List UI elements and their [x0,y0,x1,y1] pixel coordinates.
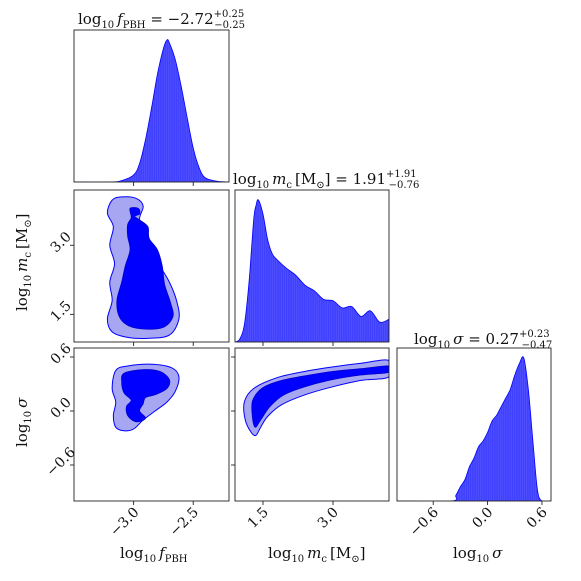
contour-95-mc-sigma [243,359,389,437]
ylabel-mc: log10mc[M⊙] [13,214,34,311]
panel-fpbh-vs-mc [73,189,230,343]
panel-frame-mc [234,189,390,343]
x-fpbh-ticklabel: −2.5 [167,505,202,540]
panel-frame-fpbh [73,29,230,183]
panel-fpbh-vs-sigma [73,347,230,502]
contour-68-fpbh-mc [116,207,174,330]
xlabel-fpbh: log10 fPBH [120,544,188,565]
panel-frame-mc-sigma [234,347,390,502]
title-mc: log10 mc [M⊙] = 1.91+1.91 −0.76 [233,169,419,191]
title-fpbh: log10 fPBH = −2.72+0.25 −0.25 [78,9,245,31]
y-sigma-ticklabel: 0.6 [48,341,75,368]
marginal-line-fpbh [74,39,229,182]
marginal-line-mc [235,199,389,342]
panel-mc-vs-sigma [234,347,390,502]
x-sigma-ticklabel: 0.6 [524,504,551,531]
xlabel-sigma: log10 σ [453,544,503,565]
contour-68-mc-sigma [251,365,389,428]
marginal-density-sigma [397,356,551,501]
panel-frame-fpbh-sigma [73,347,230,502]
y-mc-ticklabel: 1.5 [48,298,75,325]
x-fpbh-ticklabel: −3.0 [107,505,142,540]
x-mc-ticklabel: 1.5 [245,505,272,532]
x-sigma-ticklabel: −0.6 [407,504,442,539]
x-mc-ticklabel: 3.0 [315,505,342,532]
y-sigma-ticklabel: 0.0 [48,395,75,422]
x-sigma-ticklabel: 0.0 [469,505,496,532]
y-mc-ticklabel: 3.0 [48,229,75,256]
panel-frame-fpbh-mc [73,189,230,343]
marginal-hatch-fpbh [74,39,229,182]
title-sigma: log10 σ = 0.27+0.23 −0.47 [414,329,552,351]
panel-frame-sigma [396,347,552,502]
panel-marginal-fpbh [73,29,230,183]
panel-marginal-mc [234,189,390,343]
ylabel-sigma: log10σ [13,397,34,447]
marginal-line-sigma [397,356,551,501]
xlabel-mc: log10 mc [M⊙] [268,544,365,565]
contour-68-fpbh-sigma [121,369,171,423]
marginal-density-fpbh [74,39,229,182]
panel-marginal-sigma [396,347,552,502]
